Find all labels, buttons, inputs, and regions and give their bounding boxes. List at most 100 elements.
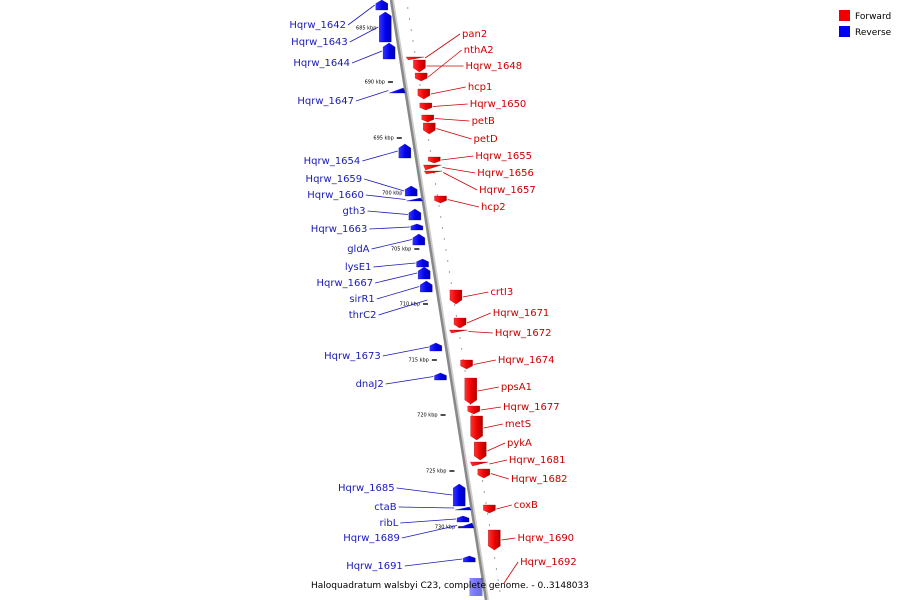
gene-Hqrw_1648[interactable]: [413, 59, 426, 73]
tick-label: 725 kbp: [426, 469, 446, 475]
label-Hqrw_1667[interactable]: Hqrw_1667: [316, 278, 373, 289]
figure-caption: Haloquadratum walsbyi C23, complete geno…: [311, 581, 589, 591]
label-Hqrw_1657[interactable]: Hqrw_1657: [479, 185, 536, 196]
legend-swatch-reverse: [839, 26, 850, 37]
label-thrC2[interactable]: thrC2: [349, 310, 377, 321]
label-lysE1[interactable]: lysE1: [345, 262, 372, 273]
gene-ctaB[interactable]: [455, 506, 472, 511]
gene-Hqrw_1674[interactable]: [460, 359, 473, 370]
gene-petD[interactable]: [423, 122, 436, 135]
label-Hqrw_1672[interactable]: Hqrw_1672: [495, 328, 552, 339]
label-Hqrw_1682[interactable]: Hqrw_1682: [511, 474, 568, 485]
label-Hqrw_1692[interactable]: Hqrw_1692: [520, 557, 577, 568]
gene-Hqrw_1642[interactable]: [375, 0, 388, 11]
label-ctaB[interactable]: ctaB: [374, 502, 397, 513]
label-metS[interactable]: metS: [505, 419, 531, 430]
gene-ribL[interactable]: [456, 515, 470, 523]
label-Hqrw_1655[interactable]: Hqrw_1655: [475, 151, 532, 162]
label-ppsA1[interactable]: ppsA1: [501, 382, 532, 393]
label-Hqrw_1691[interactable]: Hqrw_1691: [346, 561, 403, 572]
label-Hqrw_1677[interactable]: Hqrw_1677: [503, 402, 560, 413]
gene-Hqrw_1657[interactable]: [423, 170, 443, 175]
label-Hqrw_1644[interactable]: Hqrw_1644: [293, 58, 350, 69]
gene-Hqrw_1671[interactable]: [453, 317, 467, 329]
label-Hqrw_1643[interactable]: Hqrw_1643: [291, 37, 348, 48]
connector-Hqrw_1671: [466, 312, 491, 324]
gene-Hqrw_1663[interactable]: [410, 223, 424, 231]
label-Hqrw_1671[interactable]: Hqrw_1671: [493, 308, 550, 319]
gene-Hqrw_1656[interactable]: [423, 164, 442, 171]
label-gth3[interactable]: gth3: [343, 206, 366, 217]
gene-Hqrw_1691[interactable]: [463, 555, 476, 563]
label-Hqrw_1663[interactable]: Hqrw_1663: [311, 224, 368, 235]
label-ribL[interactable]: ribL: [379, 518, 398, 529]
gene-Hqrw_1654[interactable]: [398, 143, 412, 159]
gene-Hqrw_1667[interactable]: [417, 266, 431, 280]
label-petB[interactable]: petB: [472, 116, 495, 127]
gene-sirR1[interactable]: [420, 280, 433, 293]
gene-metS[interactable]: [470, 415, 483, 441]
gene-hcp2[interactable]: [434, 195, 447, 204]
connector-petB: [434, 118, 470, 122]
label-Hqrw_1656[interactable]: Hqrw_1656: [477, 168, 534, 179]
label-Hqrw_1648[interactable]: Hqrw_1648: [466, 61, 523, 72]
label-petD[interactable]: petD: [474, 134, 498, 145]
gene-Hqrw_1644[interactable]: [382, 42, 396, 60]
label-Hqrw_1690[interactable]: Hqrw_1690: [517, 533, 574, 544]
gene-Hqrw_1647[interactable]: [389, 87, 406, 94]
gene-Hqrw_1682[interactable]: [477, 468, 490, 479]
label-nthA2[interactable]: nthA2: [464, 45, 494, 56]
label-crtI3[interactable]: crtI3: [490, 287, 513, 298]
gene-Hqrw_1655[interactable]: [428, 156, 441, 164]
gene-Hqrw_1659[interactable]: [405, 185, 418, 197]
gene-petB[interactable]: [421, 114, 434, 123]
gene-Hqrw_1650[interactable]: [419, 102, 432, 111]
label-Hqrw_1647[interactable]: Hqrw_1647: [297, 96, 354, 107]
gene-Hqrw_1677[interactable]: [467, 405, 480, 415]
label-pykA[interactable]: pykA: [507, 438, 532, 449]
gene-Hqrw_1673[interactable]: [429, 342, 442, 352]
label-Hqrw_1660[interactable]: Hqrw_1660: [307, 190, 364, 201]
gene-ppsA1[interactable]: [464, 377, 477, 405]
gene-Hqrw_1681[interactable]: [470, 461, 489, 467]
label-sirR1[interactable]: sirR1: [349, 294, 374, 305]
label-Hqrw_1673[interactable]: Hqrw_1673: [324, 351, 381, 362]
label-Hqrw_1689[interactable]: Hqrw_1689: [343, 533, 400, 544]
label-hcp1[interactable]: hcp1: [468, 82, 493, 93]
label-dnaJ2[interactable]: dnaJ2: [356, 379, 384, 390]
connector-Hqrw_1642: [347, 4, 376, 26]
gene-lysE1[interactable]: [416, 258, 429, 268]
label-Hqrw_1650[interactable]: Hqrw_1650: [470, 99, 527, 110]
label-Hqrw_1681[interactable]: Hqrw_1681: [509, 455, 566, 466]
gene-pykA[interactable]: [474, 441, 487, 461]
label-Hqrw_1642[interactable]: Hqrw_1642: [289, 20, 346, 31]
label-Hqrw_1659[interactable]: Hqrw_1659: [306, 174, 363, 185]
gene-nthA2[interactable]: [415, 72, 428, 82]
label-coxB[interactable]: coxB: [514, 500, 538, 511]
label-pan2[interactable]: pan2: [462, 29, 487, 40]
gene-coxB[interactable]: [483, 504, 496, 514]
gene-dnaJ2[interactable]: [434, 372, 447, 381]
label-gldA[interactable]: gldA: [347, 244, 369, 255]
gene-Hqrw_1690[interactable]: [488, 529, 501, 551]
gene-Hqrw_1672[interactable]: [449, 329, 468, 334]
connector-Hqrw_1685: [396, 487, 453, 496]
connector-sirR1: [376, 286, 420, 300]
gene-gldA[interactable]: [412, 233, 425, 246]
gene-hcp1[interactable]: [417, 88, 431, 100]
label-Hqrw_1674[interactable]: Hqrw_1674: [498, 355, 555, 366]
label-Hqrw_1654[interactable]: Hqrw_1654: [304, 156, 361, 167]
label-Hqrw_1685[interactable]: Hqrw_1685: [338, 483, 395, 494]
label-hcp2[interactable]: hcp2: [481, 202, 506, 213]
genome-backbone: [389, 0, 488, 600]
gene-gth3[interactable]: [408, 208, 422, 221]
gene-Hqrw_1685[interactable]: [453, 483, 466, 507]
gene-Hqrw_1660[interactable]: [406, 197, 423, 202]
gene-Hqrw_1689[interactable]: [457, 522, 475, 529]
gene-Hqrw_1643[interactable]: [379, 11, 392, 43]
gene-crtI3[interactable]: [449, 289, 463, 305]
tick-label: 720 kbp: [417, 413, 437, 419]
gene-pan2[interactable]: [405, 56, 425, 61]
connector-Hqrw_1667: [374, 272, 418, 284]
